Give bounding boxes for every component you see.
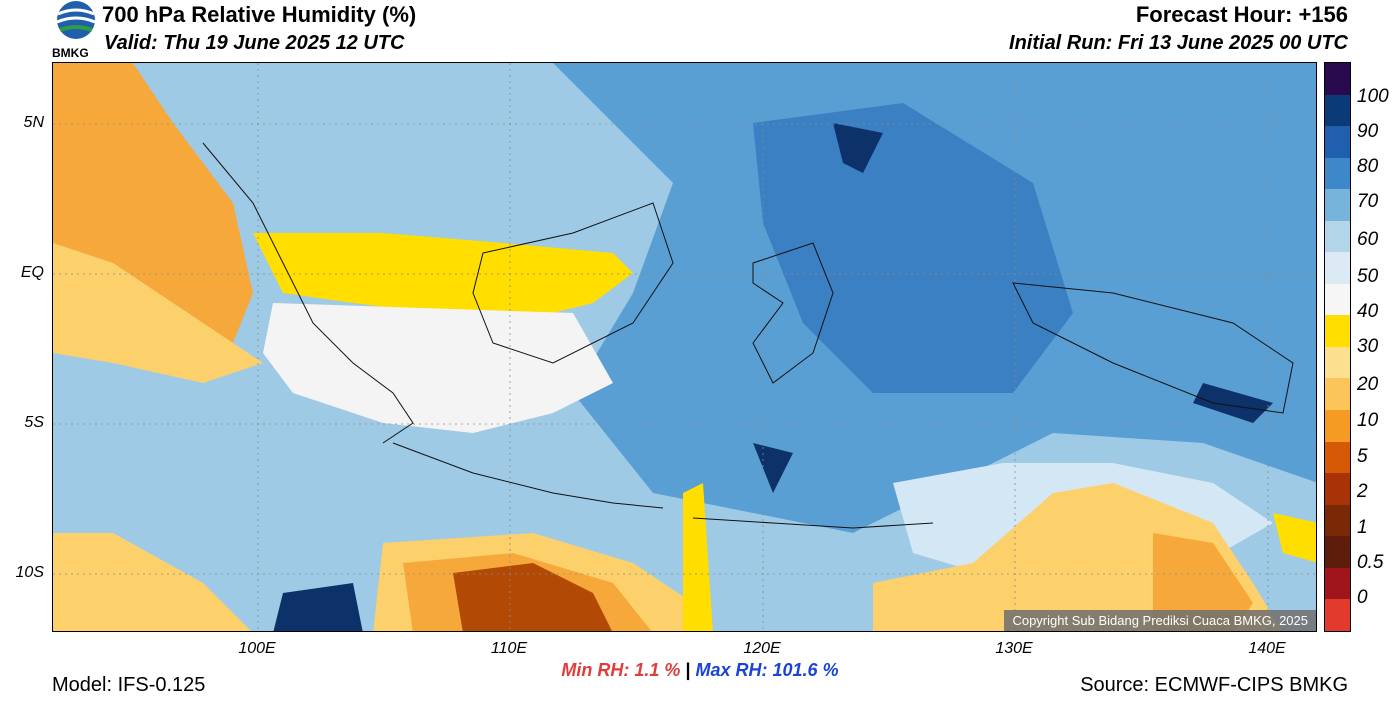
humidity-map [52,62,1317,632]
colorbar-segment [1325,252,1350,284]
min-rh: Min RH: 1.1 % [561,660,681,680]
colorbar-segment [1325,410,1350,442]
r-semi-sw-region [53,533,251,631]
bmkg-logo [52,0,100,60]
r-dry-se-region [1153,533,1253,631]
colorbar-label: 50 [1357,266,1379,287]
forecast-hour: Forecast Hour: +156 [1135,2,1348,27]
colorbar-segment [1325,94,1350,127]
initial-run: Initial Run: Fri 13 June 2025 00 UTC [1009,32,1348,54]
colorbar-label: 5 [1357,446,1368,467]
stats-separator: | [685,660,691,680]
r-vdry-s-region [453,563,612,631]
colorbar-label: 2 [1357,481,1368,502]
valid-time: Valid: Thu 19 June 2025 12 UTC [104,32,405,54]
max-rh: Max RH: 101.6 % [695,660,839,680]
colorbar-label: 70 [1357,191,1379,212]
lon-label-100e: 100E [238,640,276,657]
colorbar-segment [1325,536,1350,568]
colorbar-segment [1325,157,1350,190]
r-white-region [263,303,613,433]
r-yellow-s1-region [683,483,713,631]
colorbar-label: 90 [1357,121,1379,142]
rh-stats: Min RH: 1.1 % | Max RH: 101.6 % [0,660,1400,681]
copyright-notice: Copyright Sub Bidang Prediksi Cuaca BMKG… [1004,610,1316,631]
colorbar [1324,62,1351,632]
lat-label-5s: 5S [24,414,44,431]
lon-label-140e: 140E [1248,640,1286,657]
r-yellow-eq-region [253,233,633,323]
r-yellow-e-region [1273,513,1316,563]
colorbar-label: 20 [1357,374,1379,395]
lat-label-eq: EQ [20,264,44,281]
lat-label-5n: 5N [23,114,44,131]
lon-label-110e: 110E [490,640,528,657]
colorbar-segment [1325,346,1350,379]
colorbar-segment [1325,63,1350,95]
colorbar-segment [1325,315,1350,347]
source-label: Source: ECMWF-CIPS BMKG [1080,674,1348,696]
colorbar-label: 10 [1357,410,1379,431]
colorbar-segment [1325,567,1350,600]
colorbar-segment [1325,599,1350,631]
colorbar-segment [1325,189,1350,221]
r-dark-region [753,103,1073,393]
colorbar-label: 60 [1357,229,1379,250]
r-semi-nw-region [53,243,263,383]
colorbar-segment [1325,220,1350,253]
map-title: 700 hPa Relative Humidity (%) [102,2,417,27]
colorbar-segment [1325,473,1350,505]
lon-label-130e: 130E [995,640,1033,657]
colorbar-label: 30 [1357,336,1379,357]
r-dry-nw-region [53,63,253,343]
colorbar-label: 100 [1357,86,1389,107]
colorbar-segment [1325,126,1350,158]
colorbar-segment [1325,283,1350,316]
colorbar-label: 40 [1357,301,1379,322]
lon-label-120e: 120E [743,640,781,657]
model-label: Model: IFS-0.125 [52,674,206,696]
colorbar-segment [1325,441,1350,474]
colorbar-label: 0 [1357,587,1368,608]
colorbar-label: 1 [1357,517,1368,538]
colorbar-segment [1325,378,1350,411]
logo-text: BMKG [52,46,89,60]
humidity-field [53,63,1316,631]
colorbar-label: 0.5 [1357,552,1384,573]
lat-label-10s: 10S [15,564,44,581]
colorbar-label: 80 [1357,156,1379,177]
colorbar-segment [1325,504,1350,537]
